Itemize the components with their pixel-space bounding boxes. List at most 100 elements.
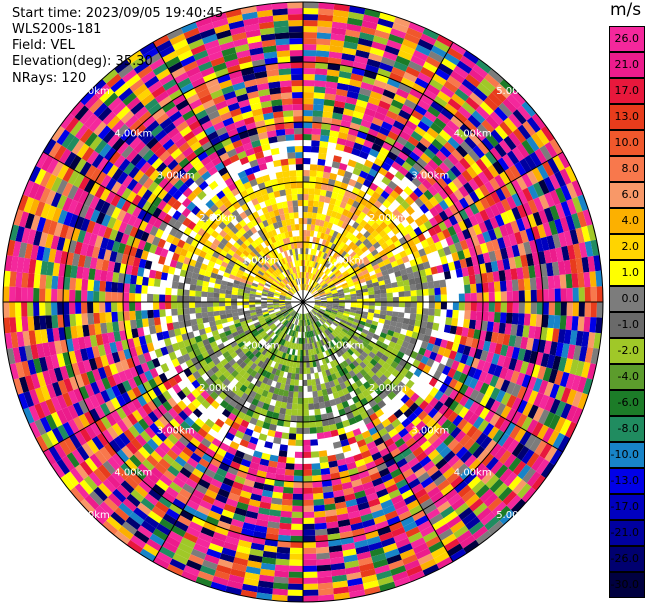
velocity-gate [197,570,214,582]
velocity-gate [303,146,312,153]
velocity-gate [440,286,447,295]
velocity-gate [284,414,292,422]
velocity-gate [261,452,271,461]
velocity-gate [200,437,212,448]
velocity-gate [313,396,319,404]
velocity-gate [385,315,392,321]
velocity-gate [356,302,363,306]
velocity-gate [314,300,321,302]
velocity-gate [348,269,355,275]
velocity-gate [332,441,342,449]
velocity-gate [51,275,59,290]
velocity-gate [315,347,320,355]
velocity-gate [290,354,295,362]
velocity-gate [363,455,374,465]
velocity-gate [540,327,548,341]
velocity-gate [401,489,414,500]
velocity-gate [387,463,399,474]
velocity-gate [323,105,334,113]
velocity-gate [356,337,364,345]
velocity-gate [332,345,339,353]
velocity-gate [465,257,474,268]
velocity-gate [362,481,374,491]
velocity-gate [270,503,282,511]
velocity-gate [329,285,336,290]
velocity-gate [349,326,357,332]
velocity-gate [174,440,186,452]
velocity-gate [295,331,299,338]
velocity-gate [463,275,471,286]
velocity-gate [502,235,512,248]
velocity-gate [201,453,213,464]
velocity-gate [160,426,172,438]
velocity-gate [151,434,163,447]
velocity-gate [325,328,332,335]
velocity-gate [33,315,41,331]
velocity-gate [474,320,482,331]
velocity-gate [463,539,480,554]
velocity-gate [388,341,397,349]
velocity-gate [430,422,442,434]
velocity-gate [317,576,333,584]
velocity-gate [257,586,273,595]
velocity-gate [444,103,458,116]
velocity-gate [527,390,539,405]
velocity-gate [165,535,181,548]
velocity-gate [219,366,228,375]
velocity-gate [503,135,517,151]
velocity-gate [261,389,269,398]
velocity-gate [147,510,163,524]
velocity-gate [499,121,513,136]
velocity-gate [442,228,451,239]
velocity-gate [405,526,421,538]
velocity-gate [354,256,362,264]
velocity-gate [75,278,83,291]
velocity-gate [343,379,351,388]
velocity-gate [316,38,331,46]
velocity-gate [320,345,325,353]
velocity-gate [125,441,138,455]
velocity-gate [280,325,286,332]
velocity-gate [183,504,197,516]
velocity-gate [510,411,523,425]
velocity-gate [311,309,317,314]
velocity-gate [387,130,399,141]
velocity-gate [144,426,156,439]
velocity-gate [428,336,437,345]
velocity-gate [502,436,515,451]
velocity-gate [475,105,490,120]
velocity-gate [328,326,335,332]
velocity-gate [105,281,113,292]
velocity-gate [309,427,317,434]
velocity-gate [346,572,362,581]
velocity-gate [311,469,322,476]
velocity-gate [459,353,469,365]
velocity-gate [337,324,344,331]
velocity-gate [525,362,535,377]
velocity-gate [262,376,269,385]
velocity-gate [434,241,443,251]
velocity-gate [335,350,342,358]
velocity-gate [364,586,381,596]
velocity-gate [459,395,470,407]
velocity-gate [329,423,338,432]
velocity-gate [315,50,330,58]
velocity-gate [480,320,488,332]
velocity-gate [261,556,276,565]
velocity-gate [549,248,558,263]
velocity-gate [309,182,316,189]
velocity-gate [500,198,512,212]
velocity-gate [192,408,203,418]
velocity-gate [323,314,329,319]
velocity-gate [322,425,331,433]
velocity-gate [306,325,310,332]
velocity-gate [221,408,232,418]
velocity-gate [508,457,522,472]
velocity-gate [171,429,183,441]
velocity-gate [484,410,496,423]
velocity-gate [303,451,312,458]
velocity-gate [459,335,468,346]
velocity-gate [328,317,335,322]
velocity-gate [335,384,342,392]
velocity-gate [378,347,387,355]
